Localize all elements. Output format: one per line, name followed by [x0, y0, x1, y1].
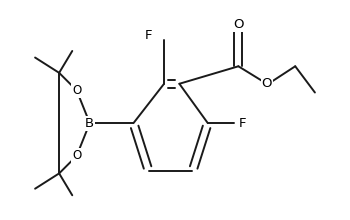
Text: O: O: [233, 18, 244, 31]
Text: F: F: [238, 117, 246, 130]
Text: O: O: [72, 149, 81, 162]
Text: O: O: [72, 84, 81, 97]
Text: O: O: [261, 77, 272, 90]
Text: B: B: [85, 117, 94, 130]
Text: F: F: [145, 29, 153, 42]
